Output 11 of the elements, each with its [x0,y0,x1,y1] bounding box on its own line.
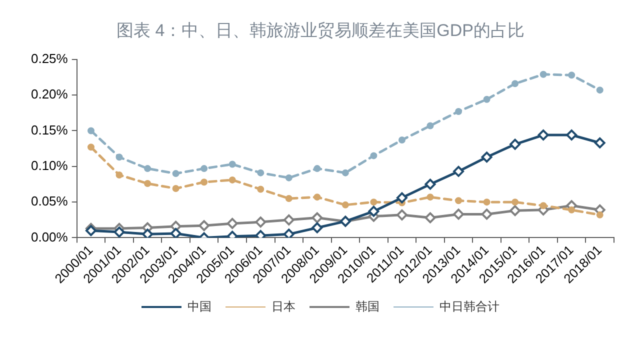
y-tick-label: 0.20% [30,86,68,102]
y-tick-label: 0.15% [30,122,68,138]
legend-label: 韩国 [356,299,380,314]
legend-label: 中国 [188,299,212,314]
legend-label: 中日韩合计 [440,299,500,314]
y-tick-label: 0.00% [30,229,68,244]
legend-label: 日本 [272,299,296,314]
y-tick-label: 0.10% [30,158,68,173]
chart-title: 图表 4：中、日、韩旅游业贸易顺差在美国GDP的占比 [116,20,525,40]
y-tick-label: 0.25% [30,50,68,66]
y-tick-label: 0.05% [30,194,68,209]
